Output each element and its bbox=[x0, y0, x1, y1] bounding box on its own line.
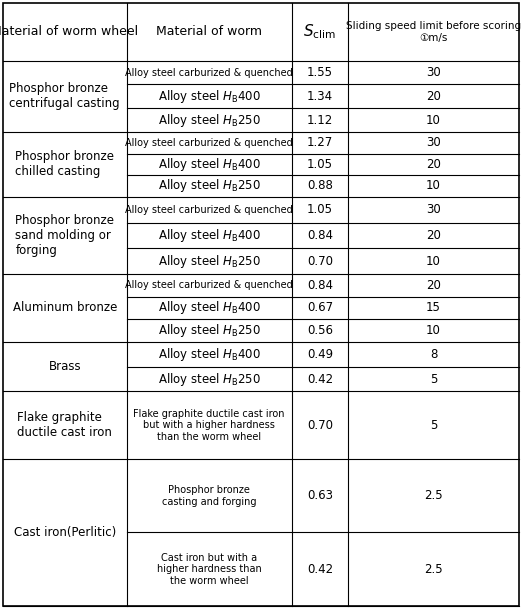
Text: 30: 30 bbox=[426, 136, 441, 149]
Text: Alloy steel $H_{\rm B}$400: Alloy steel $H_{\rm B}$400 bbox=[158, 156, 260, 173]
Text: 30: 30 bbox=[426, 203, 441, 216]
Text: 20: 20 bbox=[426, 90, 441, 103]
Text: 15: 15 bbox=[426, 301, 441, 314]
Text: Alloy steel carburized & quenched: Alloy steel carburized & quenched bbox=[125, 281, 293, 290]
Text: 2.5: 2.5 bbox=[424, 563, 443, 576]
Text: Alloy steel $H_{\rm B}$400: Alloy steel $H_{\rm B}$400 bbox=[158, 227, 260, 244]
Text: Cast iron(Perlitic): Cast iron(Perlitic) bbox=[14, 526, 116, 539]
Text: 5: 5 bbox=[430, 373, 437, 385]
Text: 0.67: 0.67 bbox=[307, 301, 333, 314]
Text: $S_{\rm clim}$: $S_{\rm clim}$ bbox=[303, 23, 336, 41]
Text: Cast iron but with a
higher hardness than
the worm wheel: Cast iron but with a higher hardness tha… bbox=[157, 552, 262, 586]
Text: Sliding speed limit before scoring
①m/s: Sliding speed limit before scoring ①m/s bbox=[346, 21, 521, 43]
Text: Alloy steel carburized & quenched: Alloy steel carburized & quenched bbox=[125, 138, 293, 148]
Text: 0.56: 0.56 bbox=[307, 324, 333, 337]
Text: 20: 20 bbox=[426, 279, 441, 292]
Text: 20: 20 bbox=[426, 229, 441, 242]
Text: Alloy steel $H_{\rm B}$400: Alloy steel $H_{\rm B}$400 bbox=[158, 300, 260, 317]
Text: 10: 10 bbox=[426, 114, 441, 127]
Text: Phosphor bronze
sand molding or
forging: Phosphor bronze sand molding or forging bbox=[15, 214, 114, 257]
Text: 0.49: 0.49 bbox=[307, 348, 333, 361]
Text: 10: 10 bbox=[426, 255, 441, 268]
Text: 5: 5 bbox=[430, 419, 437, 432]
Text: Phosphor bronze
chilled casting: Phosphor bronze chilled casting bbox=[15, 150, 114, 178]
Text: Alloy steel carburized & quenched: Alloy steel carburized & quenched bbox=[125, 205, 293, 214]
Text: 0.70: 0.70 bbox=[307, 255, 333, 268]
Text: 10: 10 bbox=[426, 324, 441, 337]
Text: Alloy steel carburized & quenched: Alloy steel carburized & quenched bbox=[125, 68, 293, 77]
Text: 0.84: 0.84 bbox=[307, 229, 333, 242]
Text: 1.27: 1.27 bbox=[307, 136, 333, 149]
Text: 1.05: 1.05 bbox=[307, 203, 333, 216]
Text: 0.70: 0.70 bbox=[307, 419, 333, 432]
Text: Phosphor bronze
casting and forging: Phosphor bronze casting and forging bbox=[162, 485, 256, 507]
Text: Alloy steel $H_{\rm B}$250: Alloy steel $H_{\rm B}$250 bbox=[158, 370, 260, 387]
Text: Alloy steel $H_{\rm B}$250: Alloy steel $H_{\rm B}$250 bbox=[158, 253, 260, 270]
Text: 0.63: 0.63 bbox=[307, 489, 333, 502]
Text: Flake graphite
ductile cast iron: Flake graphite ductile cast iron bbox=[17, 411, 112, 439]
Text: 1.55: 1.55 bbox=[307, 66, 333, 79]
Text: Alloy steel $H_{\rm B}$250: Alloy steel $H_{\rm B}$250 bbox=[158, 177, 260, 194]
Text: 20: 20 bbox=[426, 158, 441, 171]
Text: Phosphor bronze
centrifugal casting: Phosphor bronze centrifugal casting bbox=[9, 82, 120, 110]
Text: Alloy steel $H_{\rm B}$400: Alloy steel $H_{\rm B}$400 bbox=[158, 88, 260, 105]
Text: 0.42: 0.42 bbox=[307, 563, 333, 576]
Text: Aluminum bronze: Aluminum bronze bbox=[13, 301, 117, 314]
Text: Alloy steel $H_{\rm B}$250: Alloy steel $H_{\rm B}$250 bbox=[158, 111, 260, 128]
Text: 10: 10 bbox=[426, 180, 441, 192]
Text: 1.34: 1.34 bbox=[307, 90, 333, 103]
Text: 1.12: 1.12 bbox=[307, 114, 333, 127]
Text: Material of worm: Material of worm bbox=[156, 26, 262, 38]
Text: 30: 30 bbox=[426, 66, 441, 79]
Text: 2.5: 2.5 bbox=[424, 489, 443, 502]
Text: Alloy steel $H_{\rm B}$400: Alloy steel $H_{\rm B}$400 bbox=[158, 346, 260, 363]
Text: 1.05: 1.05 bbox=[307, 158, 333, 171]
Text: 8: 8 bbox=[430, 348, 437, 361]
Text: Flake graphite ductile cast iron
but with a higher hardness
than the worm wheel: Flake graphite ductile cast iron but wit… bbox=[133, 409, 285, 442]
Text: 0.42: 0.42 bbox=[307, 373, 333, 385]
Text: 0.84: 0.84 bbox=[307, 279, 333, 292]
Text: Brass: Brass bbox=[49, 360, 81, 373]
Text: Alloy steel $H_{\rm B}$250: Alloy steel $H_{\rm B}$250 bbox=[158, 322, 260, 339]
Text: 0.88: 0.88 bbox=[307, 180, 333, 192]
Text: Material of worm wheel: Material of worm wheel bbox=[0, 26, 138, 38]
